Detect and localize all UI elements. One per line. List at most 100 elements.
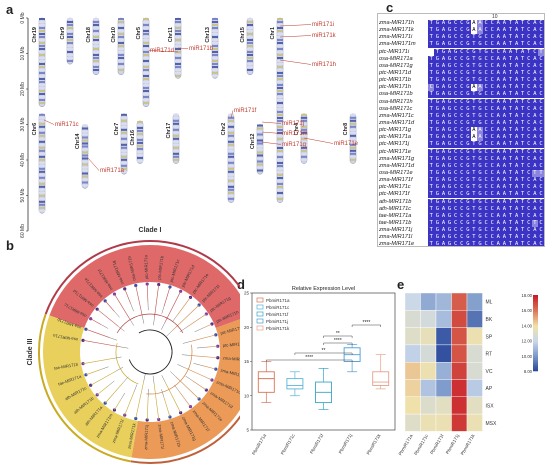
chromosome-band	[277, 81, 283, 83]
chromosome-band	[247, 39, 253, 41]
chromosome-band	[175, 69, 181, 71]
chromosome-band	[39, 209, 45, 212]
tree-branch	[153, 317, 155, 326]
tree-branch	[115, 366, 124, 372]
heatmap-cell	[420, 379, 437, 397]
chromosome-band	[137, 147, 143, 150]
alignment-row-name: osa-MIR171b	[379, 91, 413, 98]
chromosome-band	[143, 60, 149, 62]
chromosome-band	[277, 195, 283, 197]
heatmap-cell	[435, 344, 452, 363]
box-pbmir171f	[315, 368, 332, 410]
chromosome-band	[173, 146, 179, 149]
chromosome-band	[143, 90, 149, 92]
chromosome-band	[39, 113, 45, 116]
chromosome-band	[350, 113, 356, 116]
chromosome-band	[301, 131, 307, 134]
heatmap-cell	[435, 396, 452, 415]
chromosome-band	[247, 66, 253, 68]
chromosome-label: Chr6	[32, 123, 38, 136]
chromosome-band	[277, 69, 283, 71]
scale-bar-segment	[533, 353, 538, 357]
chromosome-band	[39, 90, 45, 92]
chromosome-band	[350, 143, 356, 146]
alignment-row: zma-MIR171m T G A G C C G T G C C A A T A T C A C	[378, 41, 544, 49]
chromosome-band	[39, 93, 45, 95]
chromosome-band	[143, 48, 149, 50]
mirna-label: miR171i	[312, 22, 334, 28]
tree-internal-arc	[146, 344, 193, 395]
chromosome-band	[175, 27, 181, 29]
scale-bar-segment	[533, 302, 538, 305]
chromosome-band	[67, 51, 73, 53]
chromosome-band	[301, 119, 307, 122]
heatmap-cell	[420, 344, 437, 363]
chromosome-band	[39, 33, 45, 35]
chromosome-band	[39, 143, 45, 146]
tree-branch	[90, 318, 102, 325]
chromosome-band	[301, 158, 307, 161]
chromosome-band	[277, 123, 283, 125]
chromosome-band	[39, 170, 45, 173]
tree-branch	[161, 306, 165, 314]
tree-branch	[189, 355, 218, 359]
chromosome-band	[121, 113, 127, 116]
chromosome-band	[118, 21, 124, 23]
mirna-pointer	[261, 121, 282, 124]
chromosome-band	[257, 154, 263, 157]
chromosome-band	[257, 127, 263, 130]
chromosome-band	[82, 157, 88, 160]
chromosome-band	[277, 168, 283, 170]
heatmap-cell	[435, 292, 452, 311]
scale-bar-segment	[533, 317, 538, 320]
chromosome-band	[67, 54, 73, 56]
alignment-row: zma-MIR171j T G A G C C G T G C C A A T A T C A C	[378, 227, 544, 235]
mirna-label: miR171d	[150, 48, 174, 54]
chromosome-band	[137, 129, 143, 132]
significance-label: **	[322, 348, 326, 354]
chromosome-band	[121, 149, 127, 152]
chromosome-band	[143, 54, 149, 56]
chromosome-band	[277, 183, 283, 185]
chromosome-band	[277, 33, 283, 35]
scale-bar-segment	[533, 346, 538, 349]
chromosome-band	[121, 143, 127, 146]
chromosome-band	[118, 51, 124, 53]
chromosome-band	[175, 33, 181, 35]
tree-branch	[117, 325, 125, 332]
tree-branch	[161, 322, 166, 330]
clade-sector	[43, 315, 138, 458]
chromosome-band	[137, 123, 143, 126]
chromosome-band	[39, 161, 45, 164]
tree-branch	[135, 285, 143, 316]
chromosome-band	[350, 128, 356, 131]
alignment-row-name: osa-MIR171a	[379, 55, 413, 62]
alignment-row: zma-MIR171g T G A G C C G T G C C A A T A T C A C	[378, 155, 544, 163]
chromosome-band	[82, 178, 88, 181]
chromosome-chr6: Chr6	[32, 113, 46, 214]
alignment-row-name: ptc-MIR171d	[379, 69, 412, 76]
box-pbmir171c	[286, 371, 304, 397]
chromosome-band	[277, 114, 283, 116]
chromosome-band	[39, 203, 45, 206]
chromosome-band	[277, 159, 283, 161]
tree-branch	[172, 304, 200, 331]
chromosome-band	[39, 158, 45, 161]
mirna-label: miR171g	[282, 142, 306, 148]
chromosome-band	[257, 133, 263, 136]
chromosome-band	[137, 141, 143, 144]
panel-b-label: b	[6, 238, 14, 253]
alignment-row: ptc-MIR171j T G A G C C G T G C C A A T A T C A C	[378, 141, 544, 149]
chromosome-band	[39, 27, 45, 29]
chromosome-band	[228, 131, 234, 134]
alignment-row: tae-MIR171a T G A G C C G T G C C A A T A T C A C	[378, 212, 544, 220]
alignment-row-name: zma-MIR171f	[379, 177, 413, 184]
chromosome-band	[118, 39, 124, 41]
scale-bar-segment	[533, 296, 538, 300]
scale-bar-segment	[533, 355, 538, 358]
